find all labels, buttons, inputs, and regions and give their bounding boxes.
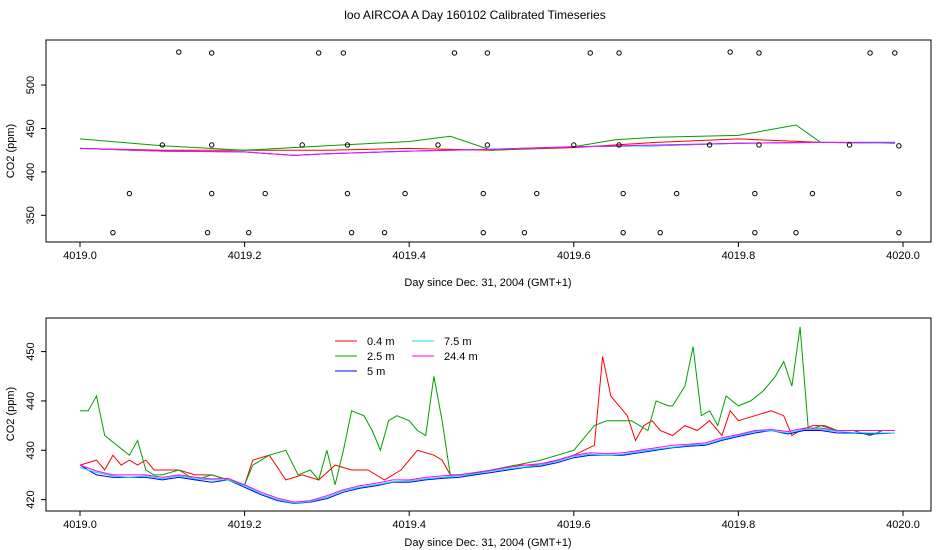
calibration-point	[315, 50, 322, 56]
bottom-axes: 4019.0 4019.2 4019.4 4019.6 4019.8 4020.0 420 4…	[25, 342, 920, 531]
top-y-tick-label: 450	[25, 119, 37, 137]
top-series-group	[79, 124, 895, 156]
calibration-point	[435, 142, 441, 148]
top-x-tick-label: 4019.4	[392, 250, 426, 262]
top-y-tick-label: 500	[25, 76, 37, 94]
calibration-point	[793, 229, 799, 236]
calibration-point	[896, 229, 902, 236]
calibration-point	[620, 190, 626, 197]
calibration-point	[348, 229, 355, 236]
calibration-point	[344, 190, 351, 197]
bottom-y-tick-label: 430	[25, 441, 37, 459]
calibration-point	[752, 229, 758, 236]
calibration-point	[208, 50, 215, 56]
top-x-tick-label: 4020.0	[886, 250, 920, 262]
calibration-point	[159, 142, 166, 148]
calibration-point	[534, 190, 540, 197]
calibration-point	[616, 142, 622, 148]
legend: 0.4 m 2.5 m 5 m 7.5 m 24.4 m	[335, 336, 478, 378]
top-calibration-points	[110, 49, 902, 236]
bottom-series-line-1	[80, 326, 895, 486]
top-axes: 4019.0 4019.2 4019.4 4019.6 4019.8 4020.0 350 4…	[25, 76, 920, 262]
calibration-point	[402, 190, 408, 197]
top-y-axis-label: CO2 (ppm)	[5, 124, 17, 178]
top-y-tick-label: 350	[25, 206, 37, 224]
calibration-point	[381, 229, 388, 236]
calibration-point	[673, 190, 680, 197]
calibration-point	[480, 190, 486, 197]
bottom-y-tick-label: 450	[25, 342, 37, 360]
calibration-point	[620, 229, 626, 236]
calibration-point	[892, 50, 898, 56]
bottom-series-line-3	[79, 429, 895, 504]
calibration-point	[896, 190, 902, 197]
calibration-point	[752, 190, 758, 197]
bottom-x-tick-label: 4019.4	[392, 519, 426, 531]
legend-label: 24.4 m	[444, 351, 478, 363]
legend-label: 2.5 m	[367, 351, 395, 363]
top-x-tick-label: 4019.2	[228, 250, 262, 262]
calibration-point	[756, 50, 762, 56]
top-x-axis-label: Day since Dec. 31, 2004 (GMT+1)	[404, 277, 571, 289]
bottom-series-group	[79, 326, 895, 505]
bottom-x-tick-label: 4019.2	[228, 519, 262, 531]
bottom-x-tick-label: 4019.8	[722, 519, 756, 531]
bottom-x-tick-label: 4019.0	[63, 519, 97, 531]
calibration-point	[208, 190, 215, 197]
legend-label: 7.5 m	[444, 336, 472, 348]
calibration-point	[451, 50, 458, 56]
bottom-y-tick-label: 420	[25, 490, 37, 508]
top-x-tick-label: 4019.8	[722, 250, 756, 262]
calibration-point	[727, 49, 733, 55]
calibration-point	[521, 229, 528, 236]
calibration-point	[262, 190, 268, 197]
calibration-point	[344, 142, 351, 148]
page-title: loo AIRCOA A Day 160102 Calibrated Times…	[344, 8, 606, 22]
calibration-point	[587, 50, 593, 56]
calibration-point	[706, 142, 713, 148]
top-x-tick-label: 4019.6	[557, 250, 591, 262]
calibration-point	[756, 142, 762, 148]
bottom-y-tick-label: 440	[25, 392, 37, 410]
calibration-point	[110, 229, 116, 236]
bottom-series-line-2	[79, 429, 895, 505]
plot-frame-top	[45, 39, 932, 243]
calibration-point	[126, 190, 133, 197]
calibration-point	[657, 229, 663, 236]
calibration-point	[484, 50, 491, 56]
calibration-point	[340, 50, 347, 56]
calibration-point	[571, 142, 577, 148]
calibration-point	[867, 50, 873, 56]
top-x-tick-label: 4019.0	[63, 250, 97, 262]
calibration-point	[299, 142, 305, 148]
top-y-tick-label: 400	[25, 163, 37, 181]
bottom-y-axis-label: CO2 (ppm)	[5, 387, 17, 441]
plot-frame-bottom	[45, 317, 932, 512]
calibration-point	[246, 229, 252, 236]
bottom-x-tick-label: 4019.6	[557, 519, 591, 531]
calibration-point	[846, 142, 853, 148]
calibration-point	[480, 229, 486, 236]
top-series-line-1	[79, 124, 895, 151]
calibration-point	[896, 143, 902, 149]
legend-label: 0.4 m	[367, 336, 395, 348]
calibration-point	[208, 142, 215, 148]
calibration-point	[809, 190, 816, 197]
calibration-point	[204, 229, 211, 236]
bottom-series-line-0	[79, 356, 895, 486]
bottom-x-tick-label: 4020.0	[886, 519, 920, 531]
bottom-x-axis-label: Day since Dec. 31, 2004 (GMT+1)	[404, 537, 571, 549]
calibration-point	[484, 142, 491, 148]
calibration-point	[616, 50, 622, 56]
legend-label: 5 m	[367, 366, 385, 378]
bottom-series-line-4	[79, 427, 895, 503]
calibration-point	[176, 49, 182, 55]
top-series-line-4	[79, 141, 895, 156]
